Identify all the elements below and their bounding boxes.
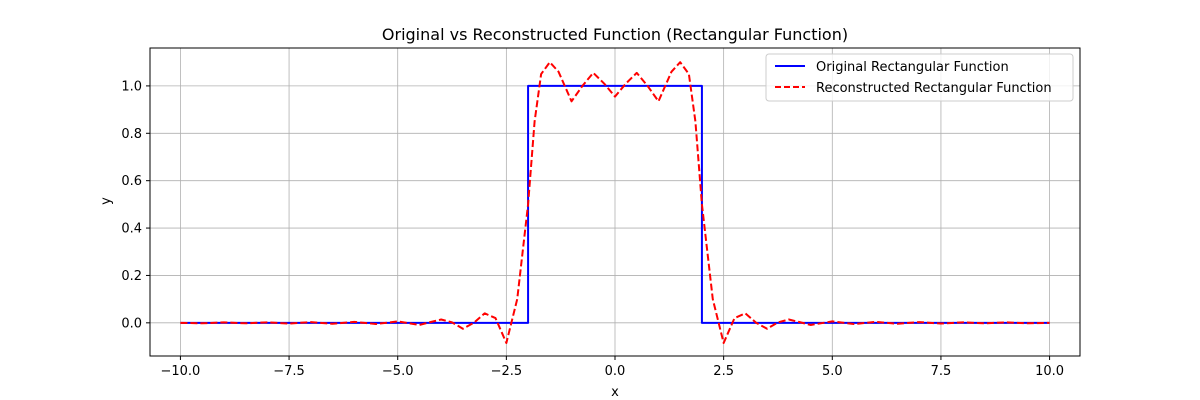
x-axis-label: x — [611, 385, 619, 400]
x-tick-label: 0.0 — [605, 364, 626, 379]
y-axis-label: y — [99, 197, 114, 205]
legend-label-reconstructed: Reconstructed Rectangular Function — [816, 81, 1052, 96]
x-axis-ticks: −10.0 −7.5 −5.0 −2.5 0.0 2.5 5.0 7.5 10.0 — [160, 356, 1064, 379]
chart-title: Original vs Reconstructed Function (Rect… — [382, 25, 848, 44]
x-tick-label: −2.5 — [491, 364, 523, 379]
x-tick-label: 7.5 — [931, 364, 952, 379]
x-tick-label: −5.0 — [382, 364, 414, 379]
y-axis-ticks: 0.0 0.2 0.4 0.6 0.8 1.0 — [121, 79, 150, 331]
y-tick-label: 1.0 — [121, 79, 142, 94]
legend-box — [765, 53, 1074, 102]
series-line-reconstructed — [180, 61, 1050, 344]
x-tick-label: 2.5 — [713, 364, 734, 379]
series-line-original — [180, 84, 1050, 324]
y-tick-label: 0.6 — [121, 174, 142, 189]
x-tick-label: 5.0 — [822, 364, 843, 379]
legend: Original Rectangular Function Reconstruc… — [765, 53, 1074, 102]
x-tick-label: 10.0 — [1035, 364, 1064, 379]
x-tick-label: −10.0 — [160, 364, 200, 379]
y-tick-label: 0.4 — [121, 222, 142, 237]
y-tick-label: 0.2 — [121, 269, 142, 284]
y-tick-label: 0.8 — [121, 127, 142, 142]
x-tick-label: −7.5 — [273, 364, 305, 379]
legend-label-original: Original Rectangular Function — [816, 60, 1009, 75]
plot-series — [180, 61, 1050, 344]
y-tick-label: 0.0 — [121, 316, 142, 331]
